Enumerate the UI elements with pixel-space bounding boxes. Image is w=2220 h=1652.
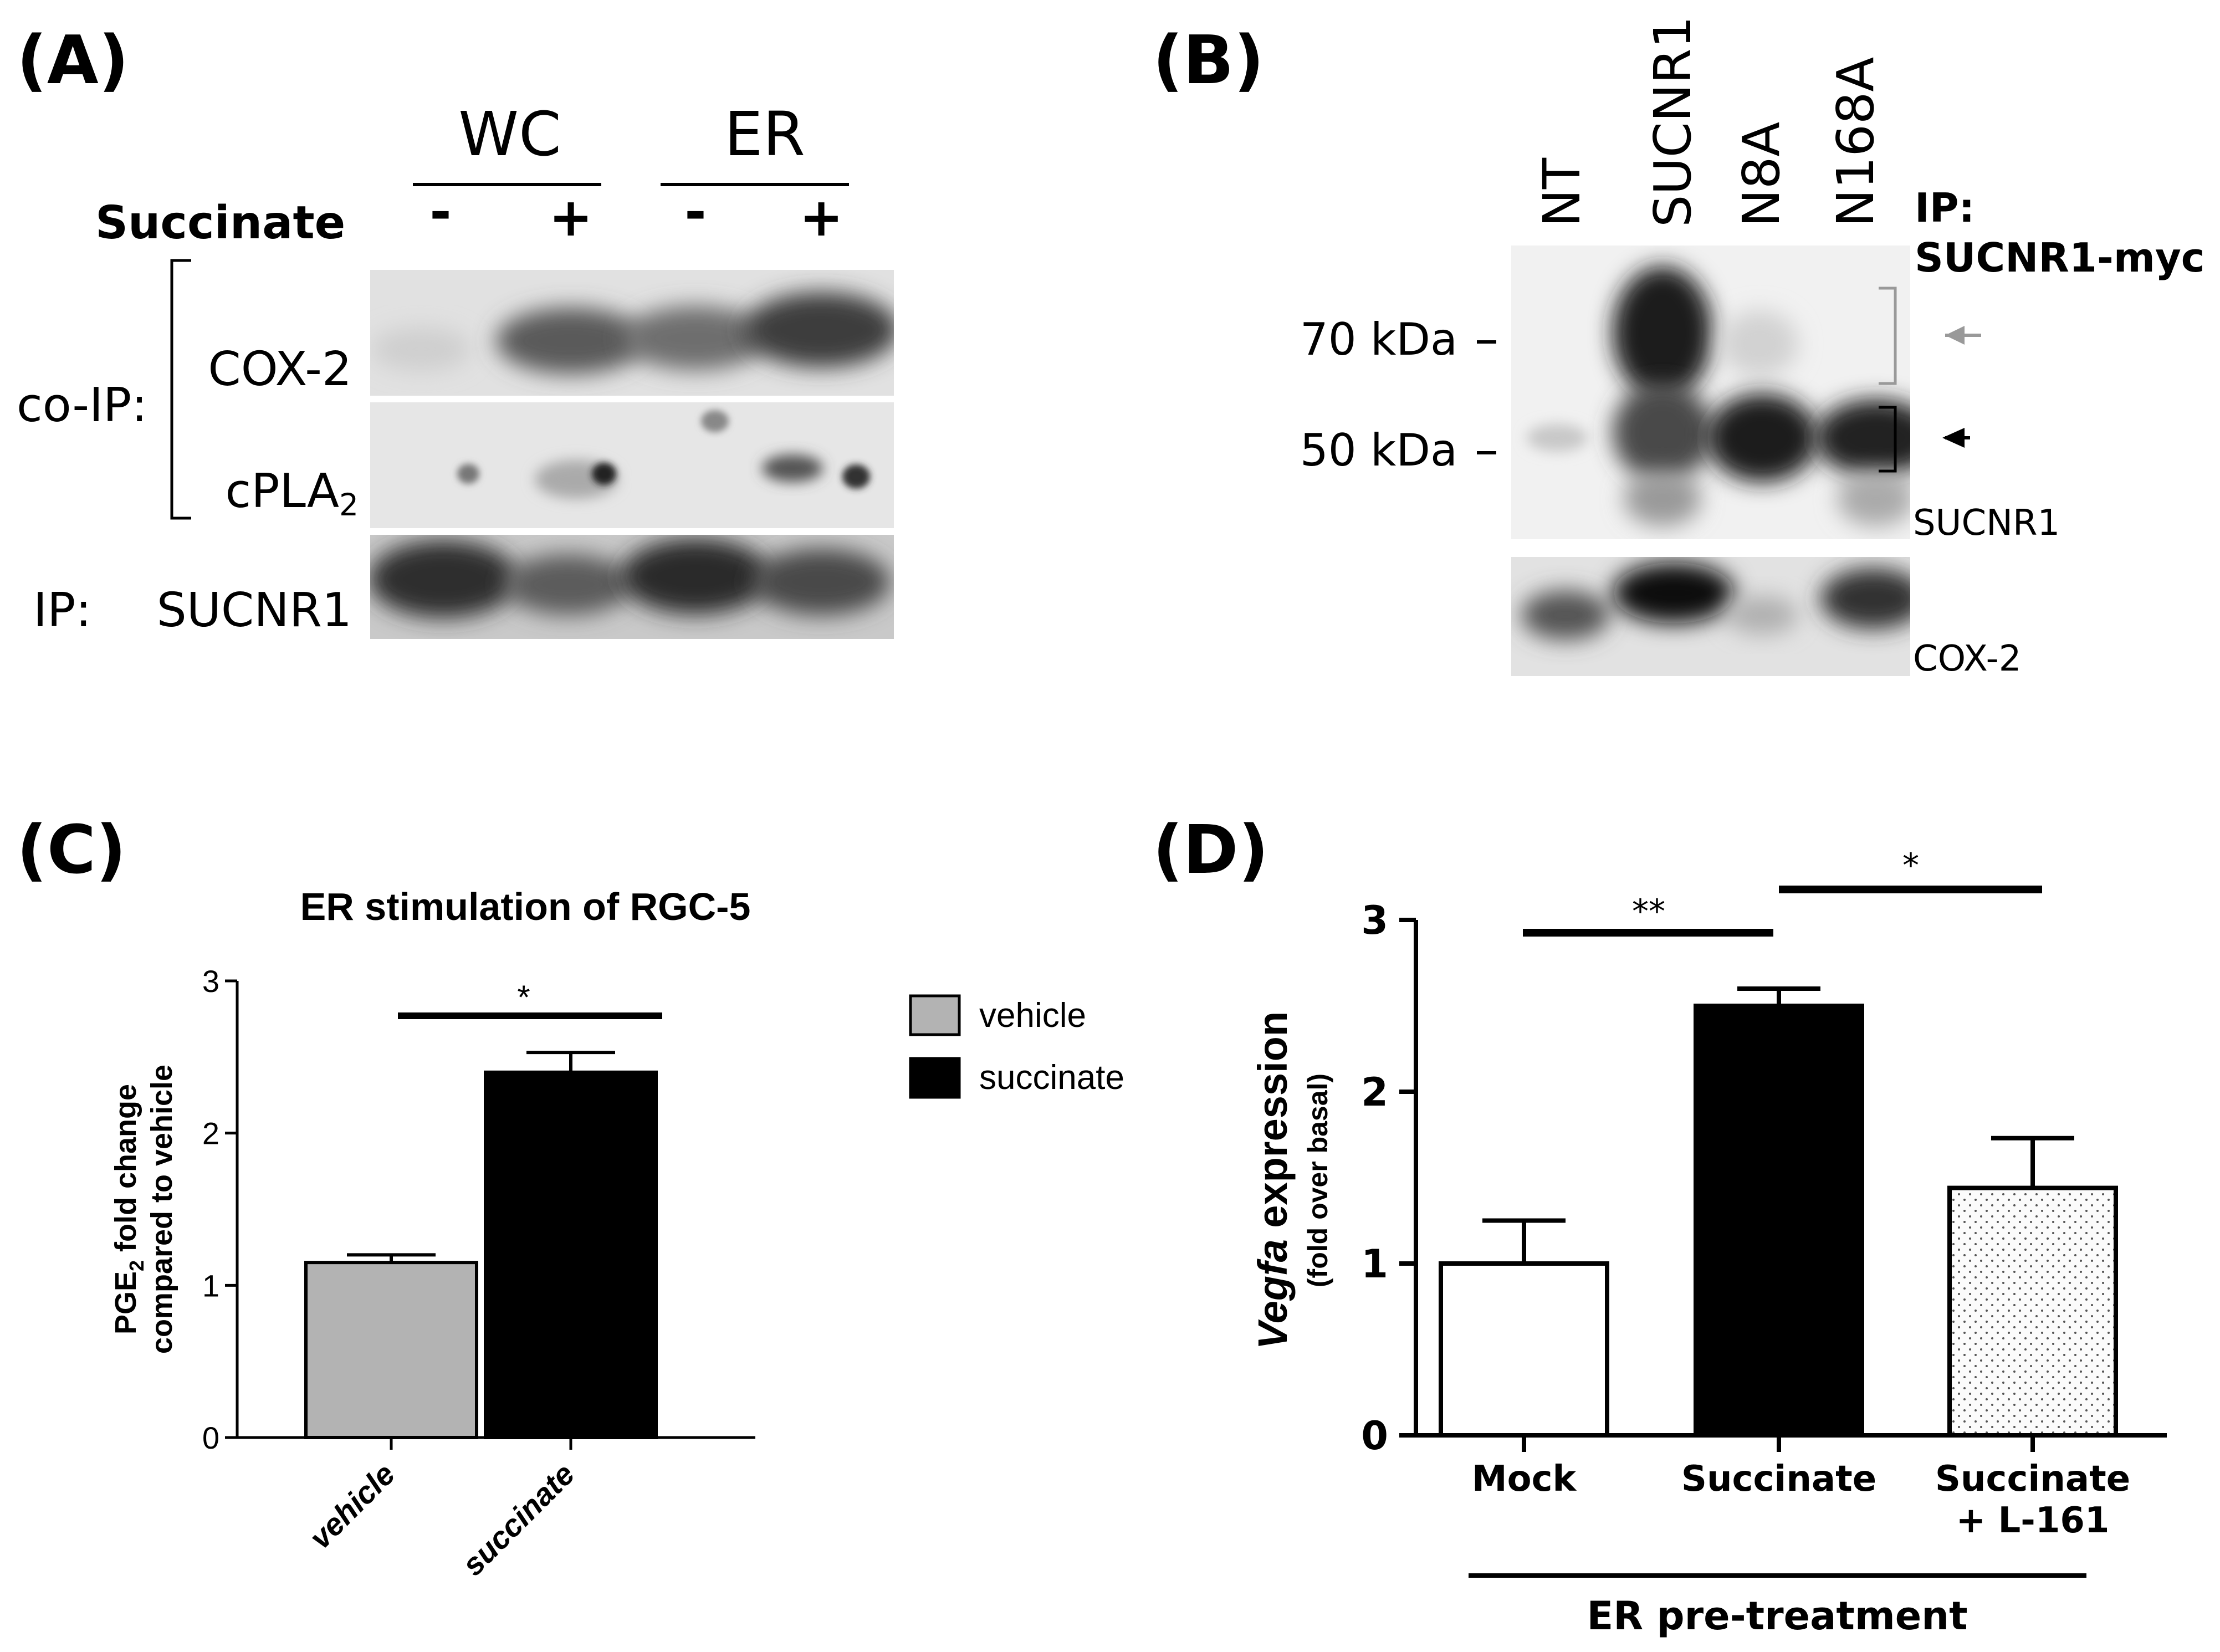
- blot-label-cpla2-a: cPLA: [226, 464, 339, 519]
- chart-c-ytick-label-1: 1: [202, 1268, 219, 1303]
- chart-d-xtick-label-3: Succinate: [1935, 1459, 2130, 1500]
- lane-label-n168a: N168A: [1826, 57, 1885, 227]
- ip-label-b-line2: SUCNR1-myc: [1915, 234, 2204, 281]
- coip-label: co-IP:: [17, 378, 147, 433]
- lane-sign-3: -: [684, 182, 706, 243]
- legend-swatch-succinate: [909, 1057, 961, 1099]
- chart-c-title: ER stimulation of RGC-5: [300, 885, 751, 928]
- panel-c-label: (C): [17, 812, 126, 889]
- chart-d-ylabel-sub: (fold over basal): [1302, 1073, 1333, 1287]
- chart-d-ytick-label-0: 0: [1361, 1413, 1388, 1459]
- chart-d-bar-succinate-l-161: [1947, 1185, 2118, 1438]
- lane-label-sucnr1: SUCNR1: [1643, 16, 1702, 227]
- arrow-upper-head: [1945, 326, 1965, 345]
- chart-c-significance: *: [517, 979, 530, 1016]
- blot-sucnr1-b: [1511, 246, 1910, 539]
- chart-c-legend: vehicle succinate: [909, 994, 1124, 1099]
- panel-a: (A) WC ER Succinate - + - +: [17, 22, 894, 639]
- coip-bracket: [170, 259, 191, 520]
- panel-d-label: (D): [1153, 812, 1268, 889]
- legend-label-succinate: succinate: [979, 1058, 1124, 1097]
- blot-label-cpla2-subscript: 2: [339, 487, 359, 523]
- chart-c-ytick-label-2: 2: [202, 1116, 219, 1151]
- bracket-lower: [1879, 406, 1897, 473]
- panel-d: (D) 0 1 2 3 ** * Vegfa expression (fold ove…: [1153, 812, 2167, 1639]
- marker-70kda: 70 kDa: [1300, 314, 1457, 365]
- blot-cox2-b: [1511, 557, 1910, 676]
- panel-c: (C) ER stimulation of RGC-5 0 1 2 3 vehicle…: [17, 812, 1124, 1582]
- group-label-er: ER: [724, 99, 805, 170]
- legend-label-vehicle: vehicle: [979, 996, 1086, 1035]
- chart-d-ytick-label-2: 2: [1361, 1070, 1388, 1115]
- chart-c-ytick-label-3: 3: [202, 964, 219, 999]
- chart-d-xtick-label-2: Succinate: [1681, 1459, 1876, 1500]
- treatment-label: Succinate: [95, 197, 345, 249]
- chart-d-significance-1: **: [1632, 892, 1665, 931]
- panel-b-label: (B): [1153, 22, 1264, 99]
- bracket-upper: [1879, 287, 1897, 385]
- blot-label-sucnr1-b: SUCNR1: [1913, 503, 2060, 544]
- chart-c-bar-succinate: [484, 1070, 658, 1440]
- chart-c-ytick-label-0: 0: [202, 1420, 219, 1455]
- chart-c-xtick-label-vehicle: vehicle: [303, 1456, 402, 1556]
- blot-cox2-a: [370, 270, 894, 396]
- blot-sucnr1-a: [370, 535, 894, 639]
- chart-d-bar-succinate: [1694, 1004, 1864, 1438]
- chart-d-xtick-label-1: Mock: [1472, 1459, 1577, 1500]
- chart-c-ylabel-line1: PGE2 fold change: [109, 1084, 148, 1334]
- lane-sign-4: +: [799, 187, 843, 248]
- ip-label-b-line1: IP:: [1915, 185, 1975, 231]
- arrow-lower-head: [1942, 428, 1965, 448]
- panel-a-label: (A): [17, 22, 129, 99]
- chart-d-ytick-label-3: 3: [1361, 898, 1388, 943]
- lane-sign-2: +: [549, 187, 593, 248]
- chart-c-xtick-label-succinate: succinate: [455, 1456, 581, 1582]
- chart-d-ytick-label-1: 1: [1361, 1241, 1388, 1287]
- group-label-er-pretreatment: ER pre-treatment: [1587, 1593, 1967, 1639]
- blot-cpla2-a: [370, 402, 894, 528]
- lane-label-n8a: N8A: [1732, 122, 1791, 227]
- chart-c-bar-vehicle: [304, 1261, 478, 1439]
- chart-d-xtick-label-3-line2: + L-161: [1956, 1500, 2110, 1541]
- chart-d-significance-2: *: [1902, 846, 1919, 885]
- panel-b: (B) NT SUCNR1 N8A N168A IP: SUCNR1-myc 7: [1153, 16, 2204, 679]
- chart-d-ylabel: Vegfa expression: [1250, 1011, 1296, 1349]
- chart-d-bar-mock: [1439, 1261, 1609, 1438]
- blot-label-cox2-b: COX-2: [1913, 638, 2021, 679]
- marker-50kda: 50 kDa: [1300, 424, 1457, 476]
- group-label-wc: WC: [458, 99, 561, 170]
- ip-target-a: SUCNR1: [157, 583, 352, 638]
- lane-sign-1: -: [429, 182, 451, 243]
- chart-c-ylabel-line2: compared to vehicle: [145, 1065, 178, 1354]
- blot-label-cox2-a: COX-2: [208, 342, 352, 397]
- ip-prefix-a: IP:: [33, 583, 91, 638]
- lane-label-nt: NT: [1532, 157, 1592, 227]
- legend-swatch-vehicle: [909, 994, 961, 1036]
